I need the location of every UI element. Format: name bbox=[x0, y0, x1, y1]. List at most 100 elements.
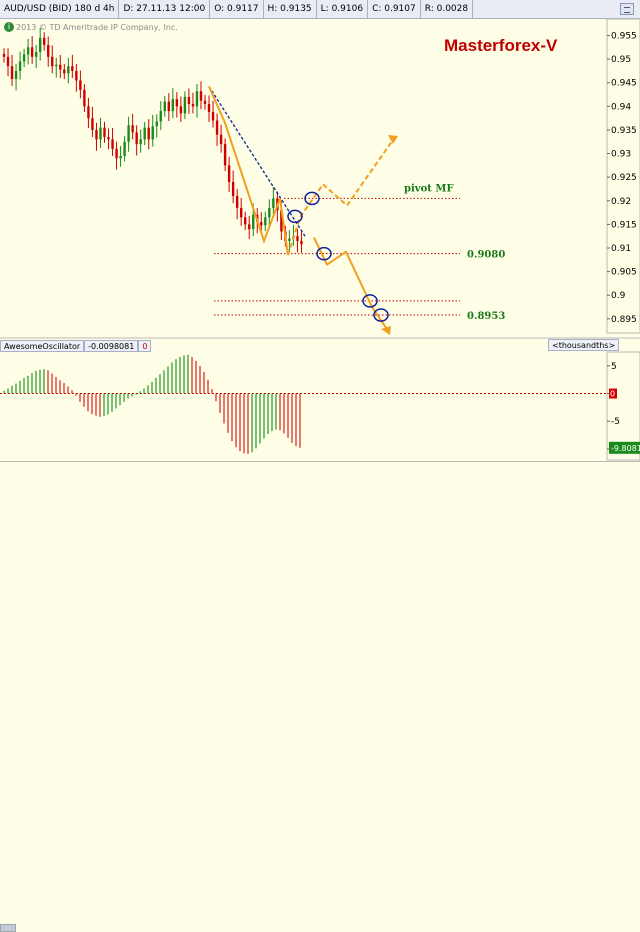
candle-body bbox=[143, 127, 146, 140]
candle-body bbox=[191, 103, 195, 107]
candle-body bbox=[59, 64, 62, 70]
candle-body bbox=[38, 37, 42, 53]
bearish-arrowhead bbox=[381, 326, 391, 336]
candle-body bbox=[34, 52, 38, 57]
candle-body bbox=[107, 137, 110, 140]
candle-body bbox=[83, 89, 86, 107]
current-value-text: -9.8081 bbox=[611, 444, 640, 453]
chart-header: AUD/USD (BID) 180 d 4h D: 27.11.13 12:00… bbox=[0, 0, 640, 19]
candle-body bbox=[6, 56, 10, 67]
candle-body bbox=[300, 240, 303, 245]
oscillator-value: -0.0098081 bbox=[84, 339, 139, 352]
candle-body bbox=[30, 47, 34, 57]
osc-y-label: -5 bbox=[611, 417, 620, 427]
candle-body bbox=[248, 224, 251, 230]
candle-body bbox=[219, 134, 223, 145]
candle-body bbox=[119, 155, 122, 159]
candle-body bbox=[55, 64, 58, 67]
candle-body bbox=[10, 66, 14, 79]
y-tick-label: 0.95 bbox=[611, 55, 631, 65]
candle-body bbox=[227, 165, 231, 182]
candle-body bbox=[99, 127, 102, 140]
candle-body bbox=[22, 54, 26, 62]
candle-body bbox=[103, 127, 106, 138]
candle-body bbox=[183, 96, 187, 114]
info-icon: i bbox=[4, 22, 14, 32]
y-tick-label: 0.955 bbox=[611, 32, 637, 42]
y-tick-label: 0.935 bbox=[611, 126, 637, 136]
y-tick-label: 0.91 bbox=[611, 244, 631, 254]
watermark-logo: Masterforex-V bbox=[444, 36, 558, 55]
oscillator-zero-value: 0 bbox=[138, 339, 152, 352]
candle-body bbox=[123, 141, 126, 156]
candle-body bbox=[14, 70, 18, 79]
candle-body bbox=[207, 103, 211, 113]
price-chart[interactable]: 04.1106.1108.1112.1114.1118.1120.1122.11… bbox=[0, 0, 640, 480]
price-axis-panel bbox=[606, 18, 640, 334]
candle-body bbox=[47, 44, 50, 57]
bullish-forecast bbox=[287, 136, 396, 256]
candle-body bbox=[264, 217, 267, 226]
y-tick-label: 0.94 bbox=[611, 102, 631, 112]
candle-body bbox=[155, 121, 158, 127]
time-axis bbox=[0, 461, 640, 932]
range-readout: R: 0.0028 bbox=[421, 0, 474, 18]
candle-body bbox=[147, 127, 150, 140]
wave-structure bbox=[208, 86, 289, 256]
candle-body bbox=[187, 96, 191, 104]
candle-body bbox=[167, 101, 171, 112]
current-value-badge bbox=[609, 441, 640, 454]
y-tick-label: 0.945 bbox=[611, 79, 637, 89]
zero-badge bbox=[609, 388, 617, 399]
symbol-label: AUD/USD (BID) 180 d 4h bbox=[0, 0, 120, 18]
candle-body bbox=[175, 99, 179, 107]
candle-body bbox=[115, 148, 118, 159]
low-readout: L: 0.9106 bbox=[317, 0, 369, 18]
close-readout: C: 0.9107 bbox=[368, 0, 421, 18]
candle-body bbox=[252, 214, 255, 230]
oscillator-name[interactable]: AwesomeOscillator bbox=[0, 339, 85, 352]
candle-body bbox=[95, 129, 98, 140]
target-circle bbox=[373, 308, 389, 322]
candle-body bbox=[135, 132, 138, 145]
level-label-lower: 0.8953 bbox=[467, 311, 505, 322]
pivot-label: pivot MF bbox=[404, 183, 454, 194]
candle-body bbox=[151, 126, 154, 140]
candle-body bbox=[75, 70, 78, 81]
target-circle bbox=[287, 209, 303, 224]
candle-body bbox=[288, 238, 291, 241]
candle-body bbox=[127, 125, 130, 142]
candle-body bbox=[244, 217, 247, 225]
target-circle bbox=[304, 191, 320, 206]
copyright-text: 2013 © TD Ameritrade IP Company, Inc. bbox=[16, 22, 178, 32]
candle-body bbox=[111, 139, 114, 149]
bearish-forecast bbox=[313, 237, 389, 332]
candle-body bbox=[159, 111, 162, 122]
candle-body bbox=[163, 101, 166, 112]
candle-body bbox=[91, 118, 94, 130]
candle-body bbox=[51, 56, 54, 67]
candle-body bbox=[268, 207, 271, 218]
level-label-upper: 0.9080 bbox=[467, 250, 505, 261]
open-readout: O: 0.9117 bbox=[210, 0, 264, 18]
copyright-notice: i 2013 © TD Ameritrade IP Company, Inc. bbox=[4, 22, 178, 32]
chart-settings-icon[interactable] bbox=[620, 3, 634, 15]
candle-body bbox=[18, 61, 22, 71]
zero-badge-text: 0 bbox=[610, 390, 615, 399]
target-circle bbox=[362, 294, 378, 308]
high-readout: H: 0.9135 bbox=[264, 0, 317, 18]
y-tick-label: 0.93 bbox=[611, 150, 631, 160]
oscillator-units: <thousandths> bbox=[548, 339, 620, 351]
candle-body bbox=[231, 181, 235, 197]
date-readout: D: 27.11.13 12:00 bbox=[119, 0, 211, 18]
oscillator-header: AwesomeOscillator -0.0098081 0 bbox=[0, 339, 152, 352]
candle-body bbox=[235, 196, 239, 208]
candle-body bbox=[139, 139, 142, 145]
candle-body bbox=[131, 125, 134, 133]
y-tick-label: 0.895 bbox=[611, 315, 637, 325]
candle-body bbox=[71, 66, 74, 71]
candle-body bbox=[272, 198, 275, 208]
scroll-handle[interactable] bbox=[0, 924, 16, 932]
candle-body bbox=[63, 69, 66, 74]
candle-body bbox=[179, 106, 183, 114]
